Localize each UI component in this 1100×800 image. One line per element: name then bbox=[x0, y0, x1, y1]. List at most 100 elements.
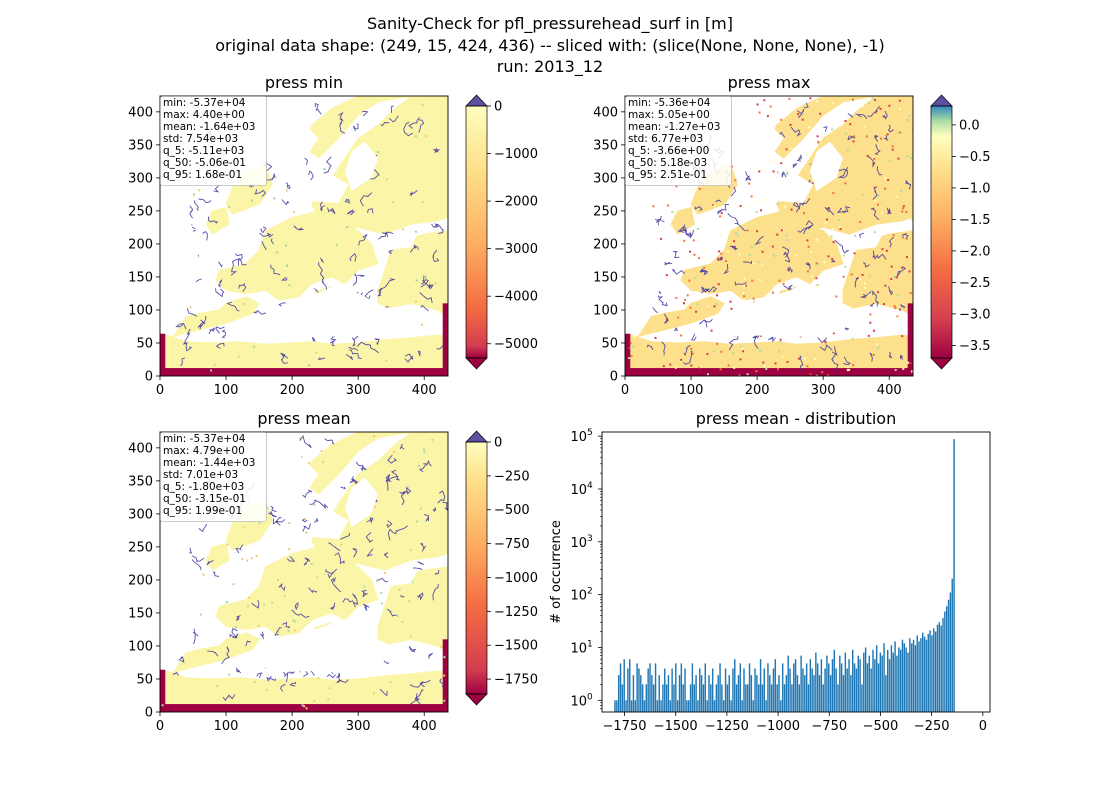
river-line bbox=[309, 499, 316, 505]
field-speckle bbox=[789, 123, 792, 126]
field-speckle bbox=[750, 245, 753, 248]
field-speckle bbox=[682, 302, 685, 305]
river-line bbox=[886, 207, 892, 214]
field-speckle bbox=[415, 520, 418, 523]
river-line bbox=[318, 261, 325, 284]
river-line bbox=[349, 478, 358, 489]
field-speckle bbox=[713, 204, 716, 207]
field-speckle bbox=[660, 237, 663, 240]
field-speckle bbox=[882, 303, 885, 306]
river-line bbox=[349, 253, 357, 262]
river-line bbox=[887, 124, 894, 133]
field-speckle bbox=[363, 585, 366, 588]
histogram-bar bbox=[743, 668, 745, 712]
field-speckle bbox=[232, 583, 235, 586]
field-speckle bbox=[716, 342, 719, 345]
field-speckle bbox=[756, 103, 759, 106]
histogram-bar bbox=[828, 663, 830, 712]
field-speckle bbox=[288, 548, 291, 551]
field-speckle bbox=[713, 305, 716, 308]
river-line bbox=[876, 166, 883, 176]
field-speckle bbox=[327, 698, 330, 701]
histogram-bar bbox=[945, 606, 948, 712]
field-speckle bbox=[328, 687, 331, 690]
field-speckle bbox=[832, 332, 835, 335]
river-line bbox=[308, 170, 314, 181]
field-speckle bbox=[414, 300, 417, 303]
river-line bbox=[426, 459, 432, 467]
histogram-bar bbox=[735, 684, 738, 712]
field-speckle bbox=[675, 185, 678, 188]
field-speckle bbox=[226, 543, 229, 546]
field-speckle bbox=[729, 300, 732, 303]
field-speckle bbox=[287, 629, 290, 632]
field-speckle bbox=[335, 243, 338, 246]
river-line bbox=[365, 532, 374, 543]
colorbar-tick-label: −1500 bbox=[494, 639, 538, 654]
histogram-bar bbox=[702, 684, 705, 712]
river-line bbox=[817, 337, 828, 344]
field-speckle bbox=[293, 620, 296, 623]
river-line bbox=[278, 583, 286, 592]
field-speckle bbox=[271, 601, 274, 604]
field-speckle bbox=[873, 99, 876, 102]
field-speckle bbox=[732, 351, 735, 354]
histogram-bar bbox=[916, 635, 918, 712]
field-speckle bbox=[861, 273, 864, 276]
field-speckle bbox=[832, 192, 835, 195]
field-speckle bbox=[389, 681, 392, 684]
histogram-bar bbox=[739, 663, 742, 712]
field-speckle bbox=[665, 318, 668, 321]
boundary-strip-west bbox=[160, 333, 166, 376]
field-speckle bbox=[161, 704, 164, 707]
river-line bbox=[874, 144, 881, 155]
river-line bbox=[212, 571, 219, 577]
stats-line: q_95: 2.51e-01 bbox=[628, 169, 707, 181]
sea-region bbox=[259, 283, 398, 338]
histogram-bar bbox=[866, 663, 869, 712]
river-line bbox=[302, 523, 311, 532]
river-line bbox=[872, 250, 887, 260]
x-tick-label: −1500 bbox=[654, 719, 698, 734]
histogram-bar bbox=[665, 684, 668, 712]
colorbar-gradient bbox=[466, 442, 487, 694]
field-speckle bbox=[421, 200, 424, 203]
field-speckle bbox=[254, 680, 257, 683]
river-line bbox=[282, 621, 291, 629]
field-speckle bbox=[755, 211, 758, 214]
river-line bbox=[184, 328, 191, 345]
x-tick-label: 400 bbox=[877, 383, 902, 398]
histogram-bar bbox=[750, 675, 753, 712]
x-tick-label: 0 bbox=[621, 383, 629, 398]
field-speckle bbox=[827, 374, 830, 376]
histogram-bar bbox=[627, 668, 629, 712]
field-speckle bbox=[682, 242, 685, 245]
field-speckle bbox=[706, 352, 709, 355]
colorbar-gradient bbox=[931, 106, 952, 358]
field-speckle bbox=[743, 285, 746, 288]
field-speckle bbox=[766, 115, 769, 118]
field-speckle bbox=[867, 334, 870, 337]
histogram-bar bbox=[673, 684, 675, 712]
x-tick-label: 400 bbox=[412, 383, 437, 398]
field-speckle bbox=[710, 329, 713, 332]
field-speckle bbox=[880, 321, 883, 324]
river-line bbox=[409, 681, 424, 688]
field-speckle bbox=[398, 588, 401, 591]
field-speckle bbox=[739, 345, 742, 348]
field-speckle bbox=[380, 591, 383, 594]
river-line bbox=[854, 277, 859, 288]
x-tick-label: 100 bbox=[679, 383, 704, 398]
field-speckle bbox=[305, 707, 308, 710]
axes-frame bbox=[159, 95, 449, 377]
river-line bbox=[842, 206, 851, 214]
field-speckle bbox=[866, 100, 869, 103]
field-speckle bbox=[901, 207, 904, 210]
field-speckle bbox=[786, 171, 789, 174]
river-line bbox=[285, 182, 291, 190]
field-speckle bbox=[706, 373, 709, 376]
field-speckle bbox=[669, 363, 672, 366]
river-line bbox=[656, 288, 663, 303]
river-line bbox=[377, 287, 382, 297]
field-speckle bbox=[759, 335, 762, 338]
